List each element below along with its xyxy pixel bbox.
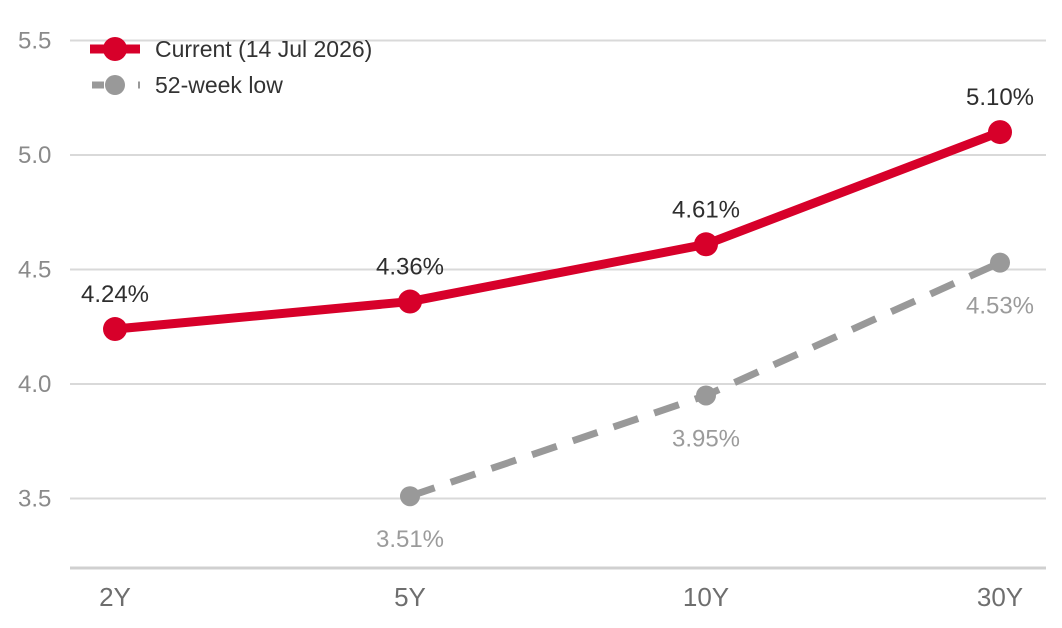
x-tick-label-10y: 10Y: [683, 582, 729, 612]
x-axis: 2Y 5Y 10Y 30Y: [70, 566, 1046, 612]
series-current-14-jul-2026: 4.24% 4.36% 4.61% 5.10%: [81, 84, 1034, 342]
data-point-current-14-jul-2026-2y: [103, 317, 127, 342]
y-tick-label-4-5: 4.5: [18, 257, 51, 284]
data-label-current-14-jul-2026-10y: 4.61%: [672, 196, 740, 223]
x-tick-label-5y: 5Y: [394, 582, 426, 612]
data-point-current-14-jul-2026-5y: [398, 289, 422, 314]
data-point-52-week-low-5y: [400, 486, 420, 507]
series-line-current-14-jul-2026: [114, 127, 1002, 334]
y-tick-label-5-0: 5.0: [18, 142, 51, 169]
data-label-52-week-low-10y: 3.95%: [672, 425, 740, 452]
data-label-52-week-low-5y: 3.51%: [376, 526, 444, 553]
data-label-current-14-jul-2026-2y: 4.24%: [81, 281, 149, 308]
series-line-52-week-low: [408, 259, 1002, 500]
legend-marker-52-week-low: [105, 75, 125, 95]
legend-item-current-14-jul-2026: Current (14 Jul 2026): [90, 36, 372, 62]
series-52-week-low: 3.51% 3.95% 4.53%: [376, 252, 1034, 553]
y-tick-label-4-0: 4.0: [18, 371, 51, 398]
legend-label-52-week-low: 52-week low: [155, 72, 283, 98]
x-tick-label-30y: 30Y: [977, 582, 1023, 612]
data-label-current-14-jul-2026-30y: 5.10%: [966, 84, 1034, 111]
y-tick-label-5-5: 5.5: [18, 28, 51, 55]
data-point-52-week-low-10y: [696, 385, 716, 406]
data-point-52-week-low-30y: [990, 252, 1010, 273]
data-point-current-14-jul-2026-10y: [694, 232, 718, 257]
y-tick-label-3-5: 3.5: [18, 486, 51, 513]
series-layer: 3.51% 3.95% 4.53% 4.24% 4.36% 4.61% 5.10%: [81, 84, 1034, 553]
legend-item-52-week-low: 52-week low: [92, 72, 283, 98]
legend-label-current-14-jul-2026: Current (14 Jul 2026): [155, 36, 372, 62]
data-point-current-14-jul-2026-30y: [988, 120, 1012, 145]
data-label-52-week-low-30y: 4.53%: [966, 293, 1034, 320]
y-axis-tick-labels: 3.5 4.0 4.5 5.0 5.5: [18, 28, 51, 513]
legend-marker-current-14-jul-2026: [103, 37, 127, 61]
data-label-current-14-jul-2026-5y: 4.36%: [376, 254, 444, 281]
x-tick-label-2y: 2Y: [99, 582, 131, 612]
legend: Current (14 Jul 2026) 52-week low: [90, 36, 372, 98]
